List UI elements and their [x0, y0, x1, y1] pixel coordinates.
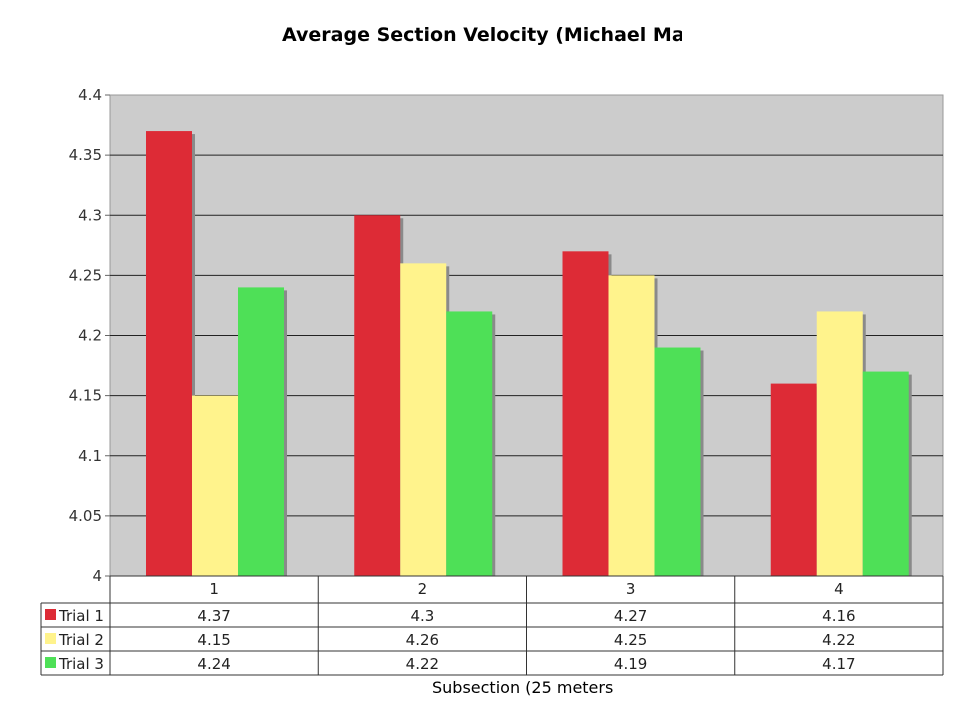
table-cell-value: 4.3: [410, 607, 434, 625]
table-cell-value: 4.37: [197, 607, 230, 625]
y-tick-label: 4.05: [69, 507, 102, 525]
y-tick-label: 4.15: [69, 387, 102, 405]
legend-label: Trial 3: [58, 655, 104, 673]
bar: [562, 251, 609, 576]
y-tick-label: 4.4: [78, 86, 102, 104]
bar: [192, 395, 238, 576]
bar: [862, 371, 909, 576]
table-cell-value: 4.27: [614, 607, 647, 625]
y-tick-label: 4.35: [69, 146, 102, 164]
y-tick-label: 4.1: [78, 447, 102, 465]
table-cell-value: 4.22: [406, 655, 439, 673]
legend-key: [45, 609, 56, 620]
table-category-label: 2: [418, 580, 428, 598]
legend-key: [45, 633, 56, 644]
table-cell-value: 4.15: [197, 631, 230, 649]
y-tick-label: 4.2: [78, 327, 102, 345]
legend-key: [45, 657, 56, 668]
bar: [354, 215, 401, 576]
table-cell-value: 4.16: [822, 607, 855, 625]
y-tick-label: 4: [92, 567, 102, 585]
data-table: 1 2 3 4 Trial 1 4.37 4.3 4.27 4.16 Trial 2 4.15 4.2…: [40, 575, 944, 676]
bar: [400, 263, 447, 576]
chart-title: Average Section Velocity (Michael Ma: [282, 24, 682, 46]
table-category-label: 1: [209, 580, 219, 598]
table-cell-value: 4.26: [406, 631, 439, 649]
bar: [238, 287, 284, 576]
table-cell-value: 4.24: [197, 655, 230, 673]
bar: [654, 347, 701, 576]
legend-label: Trial 1: [58, 607, 104, 625]
table-cell-value: 4.17: [822, 655, 855, 673]
y-tick-label: 4.3: [78, 206, 102, 224]
bar: [816, 311, 863, 576]
table-cell-value: 4.19: [614, 655, 647, 673]
legend-label: Trial 2: [58, 631, 104, 649]
x-axis-label: Subsection (25 meters: [432, 678, 614, 697]
bar: [770, 383, 817, 576]
table-category-label: 4: [834, 580, 844, 598]
y-tick-label: 4.25: [69, 266, 102, 284]
table-cell-value: 4.22: [822, 631, 855, 649]
y-axis-ticks: 4 4.05 4.1 4.15 4.2 4.25 4.3 4.35 4.4: [69, 86, 110, 585]
bar: [446, 311, 493, 576]
table-cell-value: 4.25: [614, 631, 647, 649]
table-category-label: 3: [626, 580, 636, 598]
bar: [146, 131, 192, 576]
bars: [146, 131, 912, 576]
bar: [608, 275, 655, 576]
